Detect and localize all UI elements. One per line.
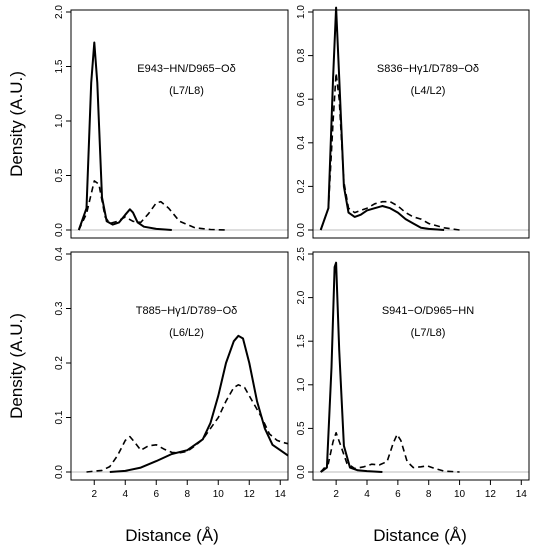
y-tick-label: 0.6 [296,92,307,106]
annotation-loops: (L7/L8) [169,85,204,97]
panel-top-left: 0.0 0.5 1.0 1.5 2.0 E943−HN/D965−Oδ (L7/L8) [54,5,289,239]
y-tick-label: 1.0 [54,114,65,128]
y-tick-label: 0.5 [54,168,65,182]
annotation-pair: S941−O/D965−HN [382,305,474,317]
y-tick-label: 2.0 [54,5,65,19]
x-tick-label: 10 [213,489,225,500]
x-tick-label: 12 [244,489,256,500]
y-tick-label: 0.5 [296,421,307,435]
panel-bottom-left: 0.0 0.1 0.2 0.3 0.4 2 4 6 8 10 12 14 T885−Hγ1/D789−O… [54,247,289,500]
y-tick-label: 0.4 [54,247,65,261]
solid-density-curve [320,261,383,473]
y-tick-label: 2.5 [296,247,307,261]
y-tick-label: 0.0 [296,465,307,479]
y-tick-label: 2.0 [296,290,307,304]
x-tick-label: 12 [485,489,497,500]
y-tick-label: 1.0 [296,5,307,19]
x-tick-label: 2 [333,489,339,500]
annotation-loops: (L7/L8) [411,327,446,339]
y-tick-label: 0.0 [296,223,307,237]
plot-frame [70,251,289,481]
y-tick-label: 0.8 [296,48,307,62]
annotation-pair: S836−Hγ1/D789−Oδ [377,63,479,75]
plot-frame [70,9,289,239]
y-tick-label: 0.4 [296,135,307,149]
x-tick-label: 8 [426,489,432,500]
dashed-density-curve [86,384,289,473]
x-tick-label: 6 [395,489,401,500]
dashed-density-curve [319,72,460,231]
y-tick-label: 1.5 [54,59,65,73]
x-tick-label: 8 [184,489,190,500]
solid-density-curve [319,6,445,231]
dashed-density-curve [320,432,460,473]
plot-frame [312,9,530,239]
annotation-loops: (L6/L2) [169,327,204,339]
annotation-pair: T885−Hγ1/D789−Oδ [136,305,238,317]
x-tick-label: 14 [275,489,287,500]
y-tick-label: 1.0 [296,377,307,391]
y-tick-label: 0.0 [54,465,65,479]
x-tick-label: 10 [454,489,466,500]
solid-density-curve [77,41,172,231]
x-tick-label: 4 [122,489,128,500]
panels-group: 0.00.51.01.52.0E943−HN/D965−Oδ(L7/L8)0.0… [54,5,530,500]
solid-density-curve [109,334,289,473]
x-axis-label-left: Distance (Å) [125,526,219,545]
y-tick-label: 0.0 [54,223,65,237]
y-axis-label-bottom: Density (A.U.) [7,313,26,419]
y-tick-label: 0.2 [296,179,307,193]
x-tick-label: 6 [153,489,159,500]
panel-bottom-right: 0.0 0.5 1.0 1.5 2.0 2.5 2 4 6 8 10 12 14 S941−O/D965−… [296,247,530,500]
plot-frame [312,251,530,481]
y-tick-label: 0.3 [54,301,65,315]
y-tick-label: 1.5 [296,334,307,348]
panel-top-right: 0.0 0.2 0.4 0.6 0.8 1.0 S836−Hγ1/D789−Oδ (L4/L2… [296,5,530,239]
annotation-loops: (L4/L2) [411,85,446,97]
y-axis-label-top: Density (A.U.) [7,71,26,177]
x-axis-label-right: Distance (Å) [373,526,467,545]
x-tick-label: 14 [516,489,528,500]
dashed-density-curve [78,180,227,231]
annotation-pair: E943−HN/D965−Oδ [137,63,235,75]
x-tick-label: 2 [91,489,97,500]
y-tick-label: 0.1 [54,410,65,424]
y-tick-label: 0.2 [54,356,65,370]
x-tick-label: 4 [364,489,370,500]
